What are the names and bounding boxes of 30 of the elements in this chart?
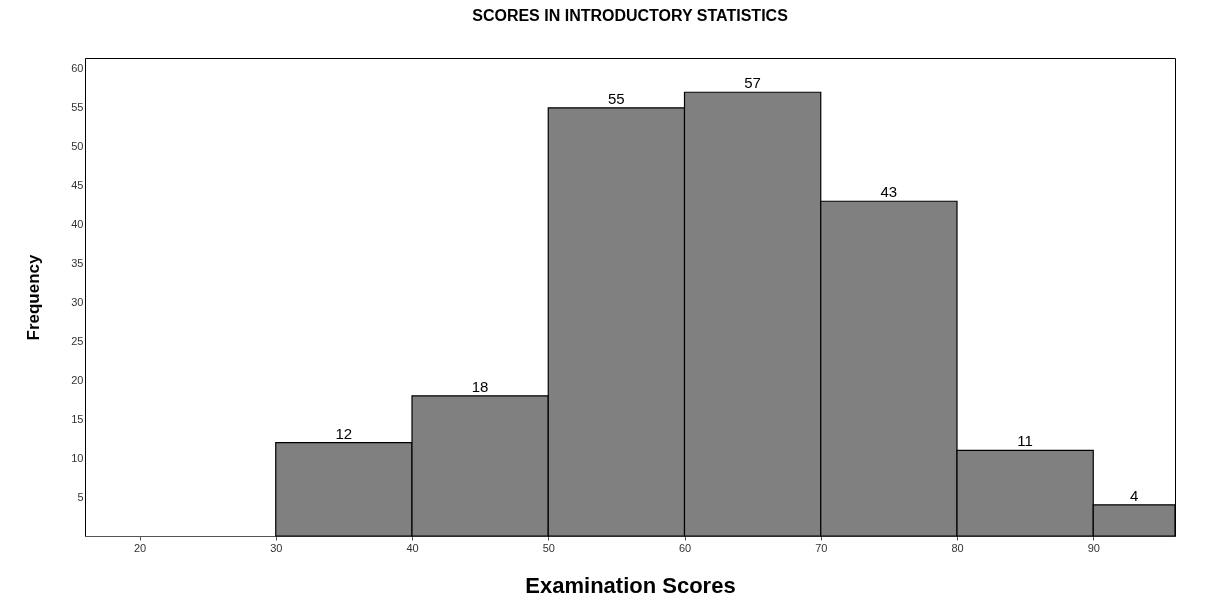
x-tick-label: 60 (678, 541, 692, 554)
x-tick-label: 40 (406, 541, 419, 554)
y-tick-label: 30 (71, 295, 84, 308)
y-tick-label: 55 (71, 101, 84, 114)
y-tick-label: 60 (71, 62, 84, 75)
y-tick-label: 35 (71, 257, 84, 270)
x-tick-label: 20 (133, 541, 147, 554)
y-tick-label: 5 (77, 490, 84, 503)
data-label: 12 (335, 424, 353, 442)
data-label: 4 (1129, 486, 1139, 504)
x-tick-label: 80 (951, 541, 964, 554)
data-label: 57 (744, 74, 761, 92)
y-tick-label: 20 (71, 373, 84, 386)
chart-title: SCORES IN INTRODUCTORY STATISTICS (472, 7, 789, 24)
y-tick-label: 45 (71, 179, 84, 192)
x-tick-label: 30 (270, 541, 283, 554)
data-label: 18 (471, 377, 489, 395)
x-tick-label: 50 (542, 541, 555, 554)
data-label: 55 (608, 89, 625, 107)
y-tick-label: 10 (71, 451, 84, 464)
data-label: 43 (880, 183, 898, 201)
y-tick-label: 40 (71, 218, 84, 231)
y-tick-label: 50 (71, 140, 84, 153)
x-tick-label: 90 (1087, 541, 1100, 554)
y-axis-title: Frequency (24, 253, 44, 341)
y-tick-label: 15 (71, 412, 84, 425)
y-tick-label: 25 (71, 334, 84, 347)
data-label: 11 (1017, 432, 1033, 450)
x-axis-title: Examination Scores (525, 572, 736, 598)
x-tick-label: 70 (815, 541, 828, 554)
